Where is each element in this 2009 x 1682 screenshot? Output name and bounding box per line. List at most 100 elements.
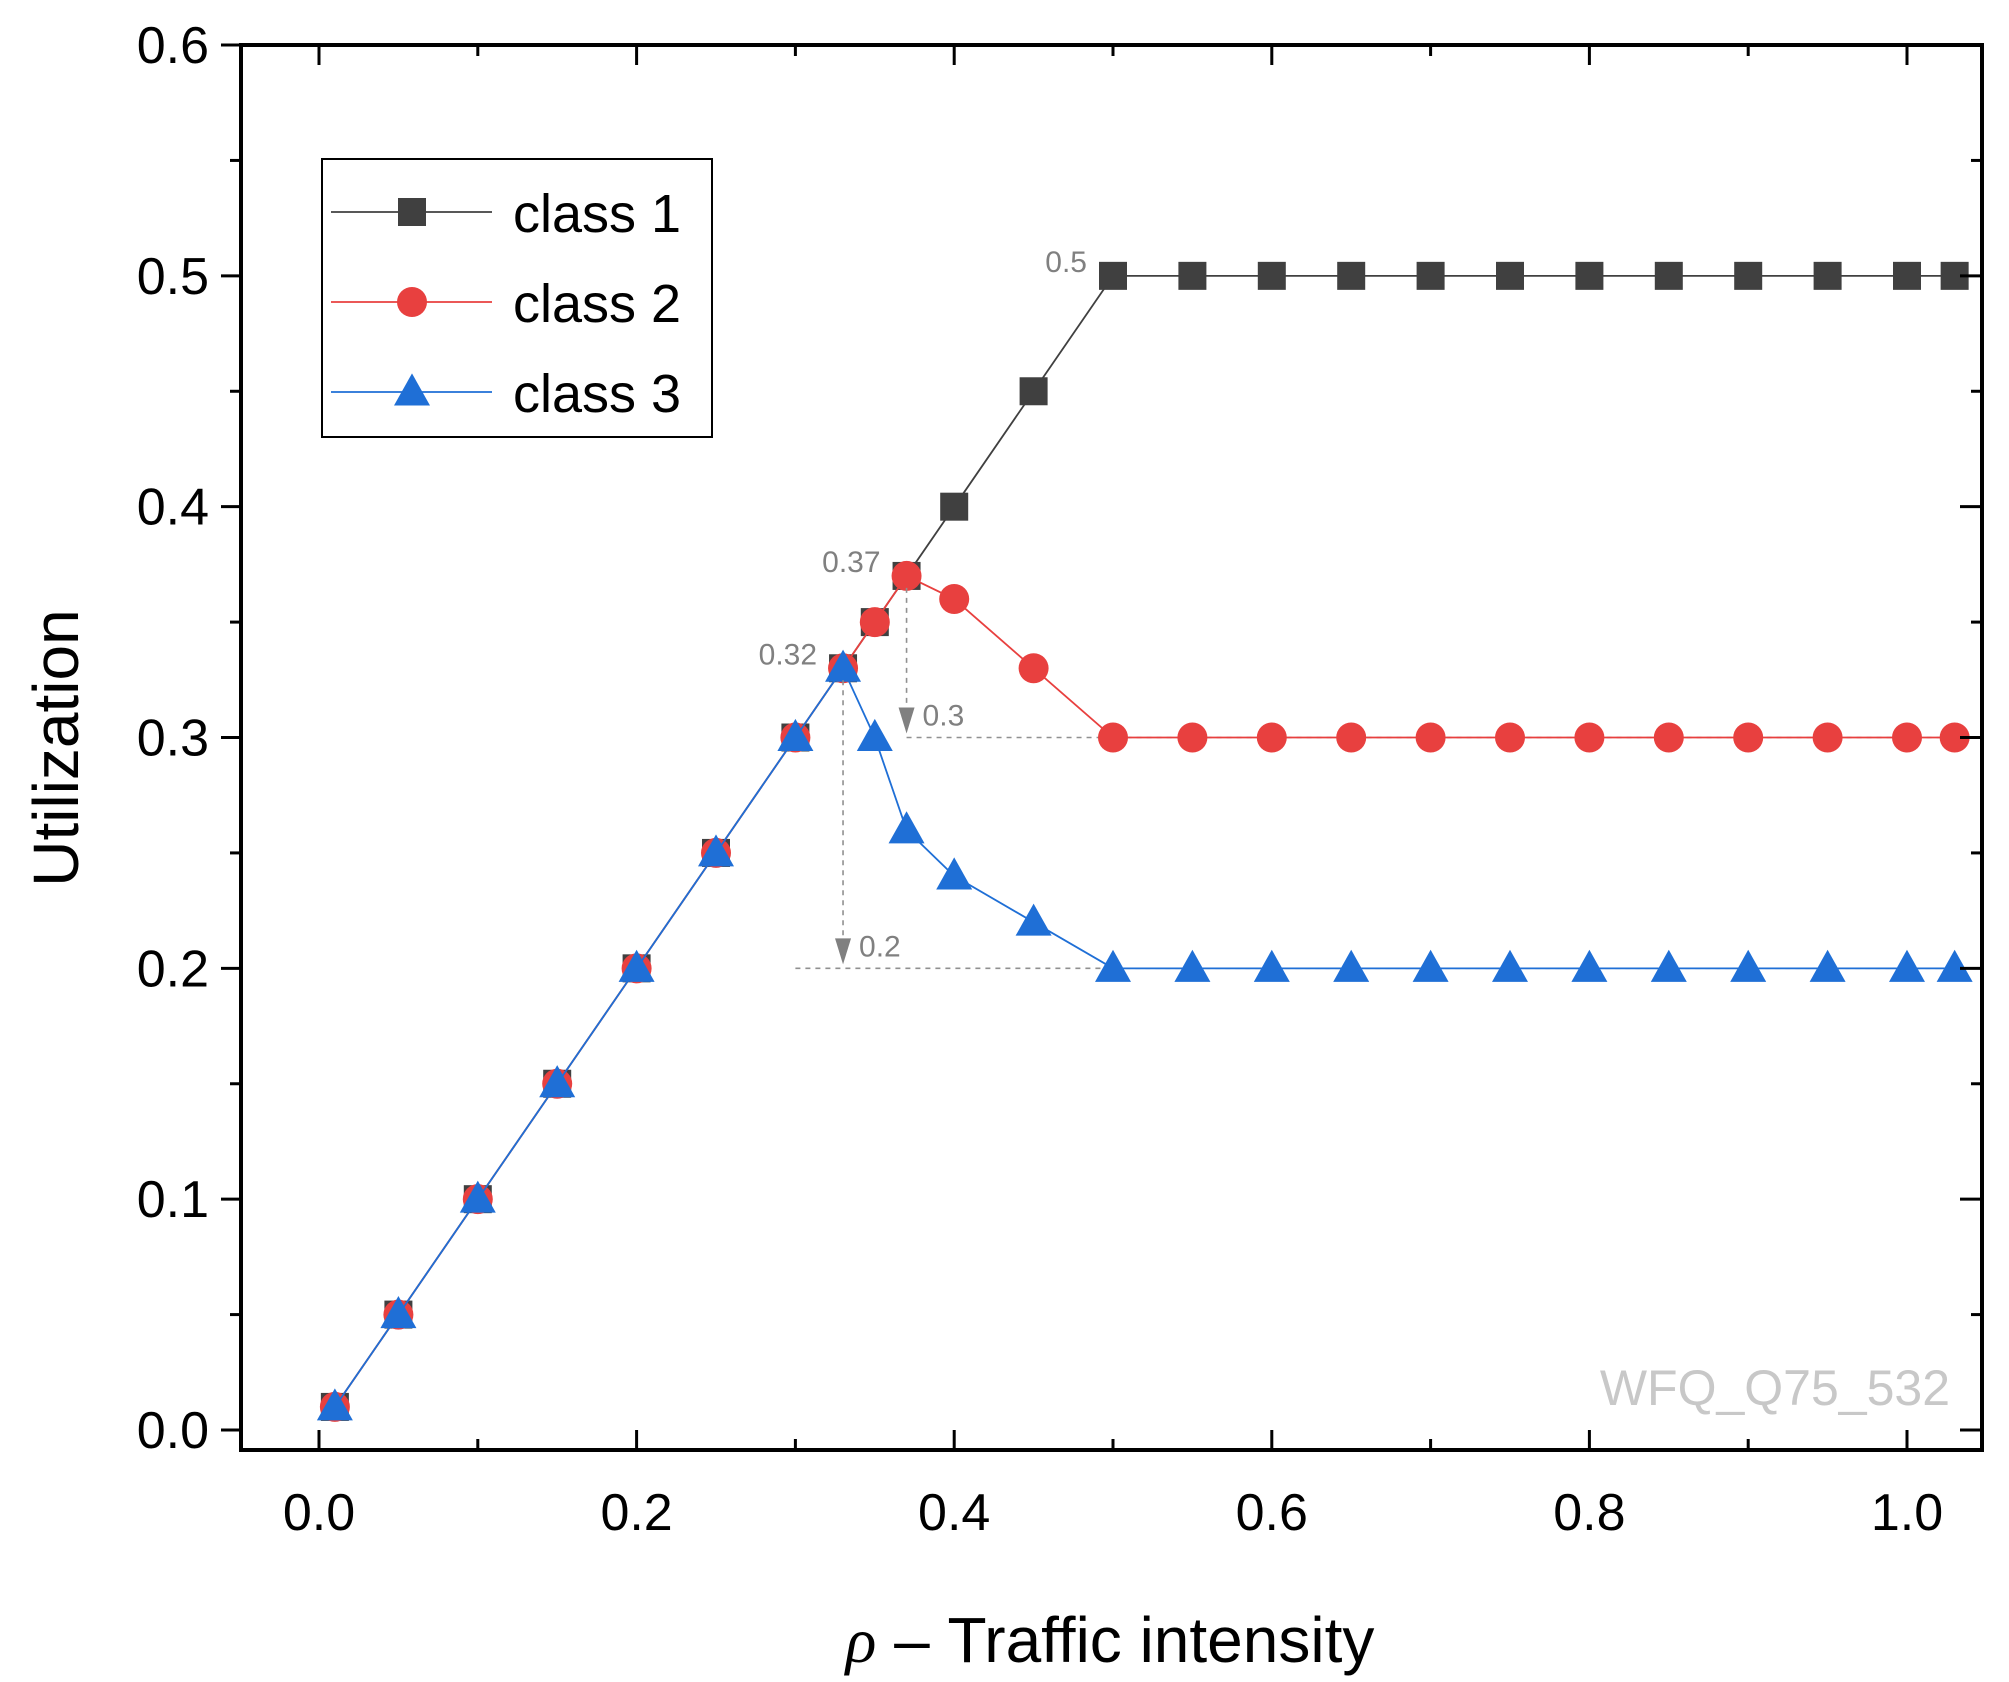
data-point (1496, 261, 1524, 290)
data-point (825, 649, 862, 682)
data-point (1412, 949, 1449, 982)
x-tick-label: 1.0 (1871, 1484, 1943, 1542)
x-tick-label: 0.6 (1236, 1484, 1308, 1542)
data-point (1734, 261, 1763, 290)
data-point (1495, 722, 1525, 753)
data-point (1178, 261, 1207, 290)
data-point (888, 811, 925, 844)
y-tick-label: 0.2 (137, 940, 209, 998)
legend: class 1 class 2 class 3 (321, 158, 713, 438)
data-point (1650, 949, 1687, 982)
data-point (856, 718, 893, 752)
data-point (1892, 722, 1922, 753)
annotation-label: 0.37 (822, 546, 880, 579)
legend-box (321, 158, 713, 438)
data-point (1574, 722, 1605, 753)
legend-marker (398, 198, 426, 226)
series-line (334, 274, 1955, 1408)
annotation-layer: 0.5 0.37 0.32 0.3 0.2 (759, 246, 1087, 965)
data-point (1257, 261, 1286, 290)
data-point (1337, 261, 1366, 290)
data-point (698, 834, 734, 867)
legend-marker (397, 287, 427, 317)
data-point (1256, 722, 1287, 753)
y-tick-label: 0.4 (137, 479, 209, 537)
legend-label: class 1 (513, 184, 681, 244)
x-axis-title: ρ – Traffic intensity (844, 1604, 1375, 1676)
data-point (939, 584, 970, 615)
data-point (1492, 949, 1528, 982)
data-point (1099, 261, 1127, 290)
data-point (1575, 261, 1604, 290)
data-point (316, 1388, 353, 1421)
data-point (1095, 949, 1131, 982)
data-point (1174, 949, 1211, 982)
x-tick-label: 0.0 (283, 1484, 355, 1542)
y-tick-label: 0.5 (137, 248, 209, 306)
data-point (859, 607, 890, 638)
data-point (777, 718, 814, 752)
series-line (334, 666, 1955, 1408)
legend-item-class-3: class 3 (331, 364, 681, 424)
data-point (1939, 722, 1970, 753)
data-point (1654, 261, 1683, 290)
series-class-3 (316, 649, 1973, 1421)
reference-lines (795, 736, 1955, 970)
x-tick-label: 0.2 (600, 1484, 672, 1542)
data-point (1889, 949, 1925, 982)
series-layer (316, 261, 1973, 1422)
data-point (1730, 949, 1767, 982)
series-line (334, 574, 1955, 1408)
annotation-label: 0.3 (923, 700, 965, 733)
x-axis-symbol: ρ (844, 1605, 877, 1676)
data-point (539, 1065, 576, 1098)
data-point (1019, 377, 1048, 406)
legend-label: class 3 (513, 364, 681, 424)
drop-arrowhead (835, 938, 852, 965)
data-point (1415, 722, 1446, 753)
series-class-2 (319, 560, 1970, 1422)
data-point (1653, 722, 1684, 753)
legend-items: class 1 class 2 class 3 (331, 184, 681, 424)
y-tick-label: 0.3 (137, 710, 209, 768)
data-point (1015, 903, 1052, 936)
watermark: WFQ_Q75_532 (1600, 1360, 1950, 1416)
axis-ticks: 0.0 0.2 0.4 0.6 0.8 1.0 0.0 0.1 0.2 0.3 0.4 0.5 0.6 (137, 17, 1982, 1542)
data-point (1809, 949, 1846, 982)
data-point (1253, 949, 1290, 982)
data-point (1893, 261, 1921, 290)
data-point (1936, 949, 1973, 982)
data-point (1333, 949, 1370, 982)
annotation-label: 0.32 (759, 638, 817, 671)
data-point (1416, 261, 1445, 290)
data-point (459, 1180, 496, 1213)
data-point (380, 1295, 417, 1329)
legend-item-class-1: class 1 (331, 184, 681, 244)
data-point (618, 949, 655, 982)
drop-arrowhead (898, 707, 915, 734)
data-point (891, 560, 922, 591)
y-axis-title: Utilization (20, 609, 92, 886)
data-point (1018, 653, 1049, 684)
data-point (940, 492, 969, 521)
y-tick-label: 0.0 (137, 1402, 209, 1460)
data-point (1571, 949, 1608, 982)
data-point (936, 857, 973, 890)
annotation-label: 0.5 (1045, 246, 1087, 279)
data-point (1812, 722, 1843, 753)
data-point (1336, 722, 1367, 753)
legend-marker (394, 373, 430, 406)
y-tick-label: 0.6 (137, 17, 209, 75)
data-point (1177, 722, 1208, 753)
data-point (1733, 722, 1764, 753)
y-tick-label: 0.1 (137, 1171, 209, 1229)
data-point (1813, 261, 1842, 290)
legend-label: class 2 (513, 274, 681, 334)
x-axis-text: – Traffic intensity (876, 1604, 1374, 1676)
annotation-label: 0.2 (859, 930, 901, 963)
x-tick-label: 0.4 (918, 1484, 990, 1542)
x-tick-label: 0.8 (1553, 1484, 1625, 1542)
data-point (1098, 722, 1128, 753)
legend-item-class-2: class 2 (331, 274, 681, 334)
